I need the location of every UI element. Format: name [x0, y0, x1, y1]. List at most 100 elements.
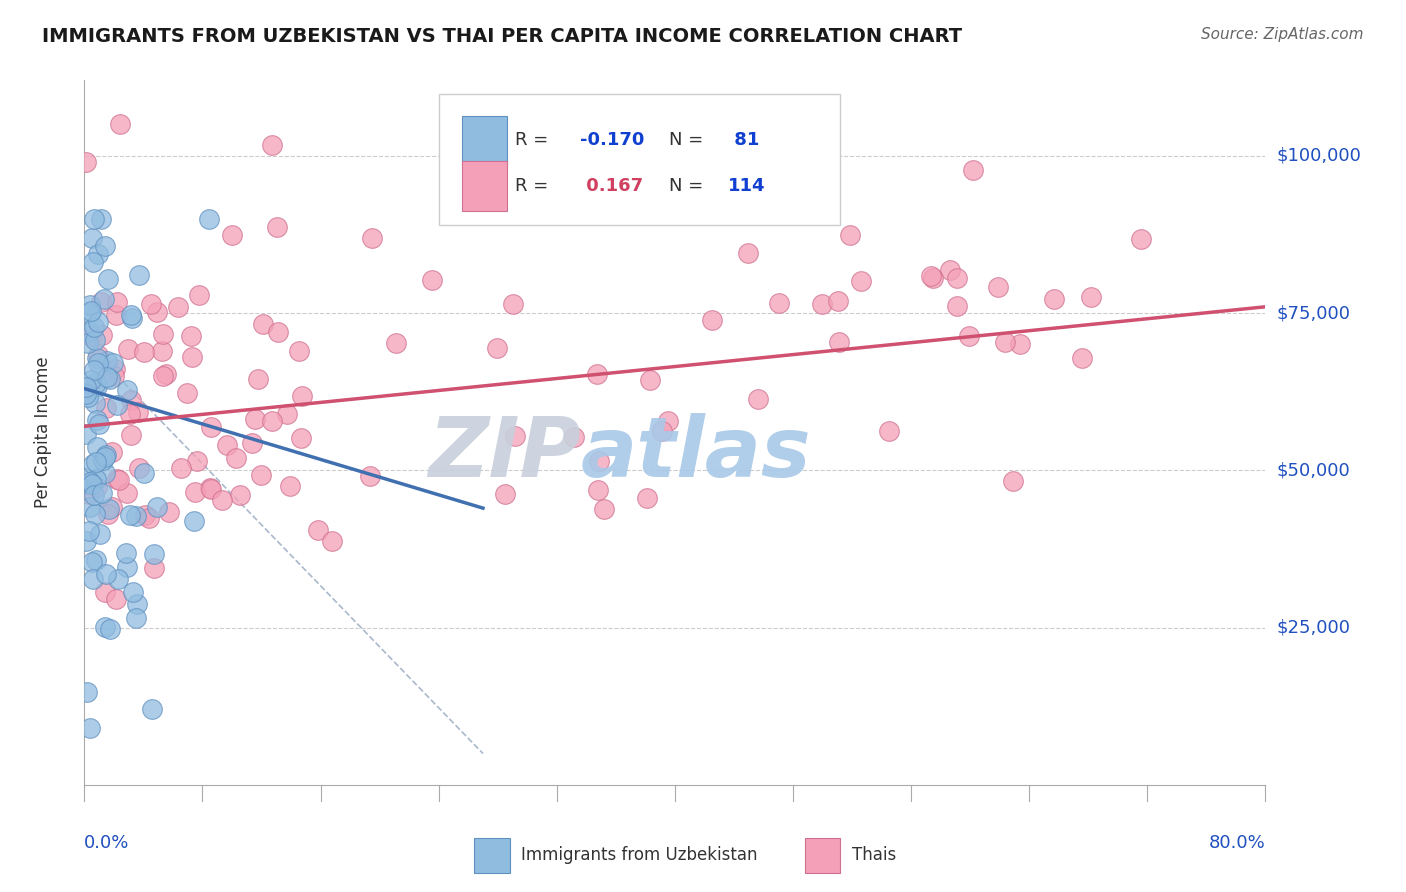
- Point: [485, 341, 508, 355]
- Text: Source: ZipAtlas.com: Source: ZipAtlas.com: [1201, 27, 1364, 42]
- FancyBboxPatch shape: [463, 161, 508, 211]
- Point: [186, 454, 208, 468]
- Point: [385, 336, 408, 351]
- Point: [321, 534, 343, 549]
- Point: [79, 298, 101, 312]
- Point: [994, 335, 1017, 350]
- Text: $25,000: $25,000: [1277, 619, 1351, 637]
- Point: [494, 486, 516, 500]
- Point: [84, 395, 107, 409]
- Point: [77, 390, 100, 404]
- Point: [84, 333, 107, 347]
- Point: [98, 622, 121, 636]
- Point: [1130, 231, 1153, 245]
- Point: [75, 384, 97, 399]
- Point: [87, 246, 110, 260]
- Point: [266, 219, 288, 234]
- Point: [562, 429, 585, 443]
- Point: [134, 508, 156, 523]
- Point: [96, 448, 118, 462]
- Point: [260, 137, 283, 152]
- Point: [82, 572, 104, 586]
- Point: [184, 485, 207, 500]
- Point: [811, 297, 834, 311]
- Point: [118, 508, 141, 522]
- Point: [422, 272, 444, 286]
- Point: [122, 584, 145, 599]
- Point: [103, 361, 125, 376]
- Point: [98, 372, 121, 386]
- Point: [84, 471, 107, 485]
- Point: [125, 610, 148, 624]
- Point: [83, 487, 105, 501]
- Point: [128, 268, 150, 282]
- Point: [90, 211, 112, 226]
- Point: [246, 372, 269, 386]
- Point: [117, 485, 139, 500]
- Point: [243, 411, 266, 425]
- Point: [229, 488, 252, 502]
- Text: 80.0%: 80.0%: [1209, 834, 1265, 852]
- Point: [260, 414, 283, 428]
- Point: [118, 408, 141, 422]
- Point: [957, 329, 980, 343]
- Point: [1008, 337, 1031, 351]
- Point: [75, 534, 97, 549]
- Point: [138, 511, 160, 525]
- Point: [920, 269, 942, 284]
- Text: Per Capita Income: Per Capita Income: [34, 357, 52, 508]
- FancyBboxPatch shape: [474, 838, 509, 873]
- Point: [637, 491, 659, 506]
- Point: [108, 117, 131, 131]
- Point: [939, 263, 962, 277]
- Point: [1080, 290, 1102, 304]
- Point: [79, 306, 101, 320]
- Point: [800, 161, 823, 176]
- Point: [307, 523, 329, 537]
- Point: [97, 271, 120, 285]
- Point: [87, 356, 110, 370]
- Point: [585, 367, 607, 381]
- Point: [84, 507, 107, 521]
- Point: [827, 294, 849, 309]
- Point: [101, 445, 124, 459]
- Point: [962, 162, 984, 177]
- Point: [79, 475, 101, 489]
- Point: [359, 469, 381, 483]
- Point: [143, 561, 166, 575]
- Point: [586, 483, 609, 497]
- Point: [146, 500, 169, 514]
- Point: [77, 326, 100, 340]
- Point: [89, 527, 111, 541]
- Point: [1001, 474, 1024, 488]
- Point: [107, 572, 129, 586]
- Point: [79, 500, 101, 514]
- Point: [105, 398, 128, 412]
- Point: [946, 299, 969, 313]
- Point: [80, 477, 103, 491]
- Point: [120, 392, 142, 407]
- Point: [86, 440, 108, 454]
- Point: [150, 344, 173, 359]
- Text: IMMIGRANTS FROM UZBEKISTAN VS THAI PER CAPITA INCOME CORRELATION CHART: IMMIGRANTS FROM UZBEKISTAN VS THAI PER C…: [42, 27, 962, 45]
- Point: [93, 466, 115, 480]
- Point: [104, 592, 127, 607]
- Point: [108, 473, 131, 487]
- Point: [94, 239, 117, 253]
- Point: [252, 317, 274, 331]
- Point: [132, 345, 155, 359]
- Point: [76, 685, 98, 699]
- Point: [139, 297, 162, 311]
- Text: 0.167: 0.167: [581, 177, 644, 195]
- Point: [77, 336, 100, 351]
- Text: Thais: Thais: [852, 847, 896, 864]
- Point: [267, 326, 290, 340]
- Point: [120, 428, 142, 442]
- FancyBboxPatch shape: [804, 838, 841, 873]
- Point: [125, 508, 148, 523]
- Point: [1071, 351, 1094, 365]
- Point: [115, 545, 138, 559]
- Point: [290, 431, 312, 445]
- Point: [83, 362, 105, 376]
- Point: [176, 386, 198, 401]
